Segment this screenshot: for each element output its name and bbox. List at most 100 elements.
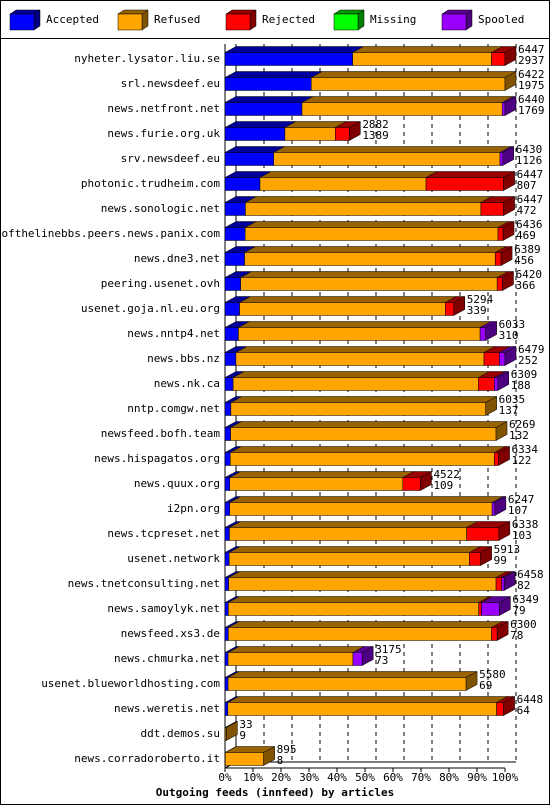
accepted-label: 310 — [499, 329, 519, 342]
bar-top — [229, 496, 504, 503]
bar-segment — [228, 596, 490, 616]
accepted-label: 132 — [509, 429, 529, 442]
bar-segment — [227, 671, 478, 691]
bar-front — [224, 627, 229, 641]
bar-front — [228, 602, 479, 616]
accepted-label: 109 — [433, 479, 453, 492]
bar-front — [352, 52, 492, 66]
legend-label: Spooled — [478, 13, 524, 26]
bar-front — [224, 302, 240, 316]
bar-front — [224, 427, 231, 441]
offered-label: 2882 — [362, 118, 389, 131]
bar-front — [480, 202, 504, 216]
bar-side — [498, 521, 511, 541]
accepted-label: 73 — [375, 654, 388, 667]
bar-side — [496, 621, 509, 641]
bar-front — [224, 402, 232, 416]
offered-label: 6300 — [510, 618, 537, 631]
bar-front — [224, 177, 261, 191]
bar-top — [224, 71, 323, 78]
bar-front — [244, 227, 499, 241]
legend-swatch — [333, 9, 365, 31]
category-label: nntp.comgw.net — [127, 402, 220, 415]
bar-segment — [480, 196, 515, 216]
bar-front — [501, 577, 505, 591]
category-label: nyheter.lysator.liu.se — [74, 52, 220, 65]
bar-front — [494, 452, 499, 466]
category-label: srv.newsdeef.eu — [121, 152, 220, 165]
category-label: news.netfront.net — [107, 102, 220, 115]
bar-front — [228, 552, 470, 566]
offered-label: 5294 — [467, 293, 494, 306]
bar-segment — [224, 96, 314, 116]
bar-front — [239, 302, 446, 316]
bar-top — [301, 96, 514, 103]
offered-label: 3175 — [375, 643, 402, 656]
bar-side — [480, 546, 492, 566]
bar-side — [361, 646, 374, 666]
bar-top — [245, 221, 510, 228]
bar-front — [402, 477, 421, 491]
bar-front — [491, 52, 506, 66]
bar-top — [227, 646, 365, 653]
accepted-label: 188 — [511, 379, 531, 392]
bar-side — [504, 96, 517, 116]
x-tick-label: 40% — [327, 771, 347, 784]
bar-front — [224, 352, 237, 366]
bar-front — [228, 627, 492, 641]
x-tick-label: 60% — [383, 771, 403, 784]
bar-segment — [301, 96, 514, 116]
accepted-label: 107 — [508, 504, 528, 517]
bar-segment — [483, 346, 511, 366]
accepted-label: 99 — [494, 554, 507, 567]
bar-front — [224, 252, 245, 266]
bar-front — [238, 327, 481, 341]
accepted-label: 78 — [510, 629, 523, 642]
bar-top — [229, 546, 481, 553]
bar-front — [335, 127, 350, 141]
bar-segment — [224, 46, 364, 66]
bar-segment — [273, 146, 512, 166]
bar-segment — [310, 71, 517, 91]
bar-front — [224, 527, 230, 541]
offered-label: 6436 — [516, 218, 543, 231]
bar-front — [228, 577, 497, 591]
category-label: news.tnetconsulting.net — [68, 577, 220, 590]
x-tick-label: 80% — [439, 771, 459, 784]
accepted-label: 64 — [517, 704, 531, 717]
bar-front — [232, 377, 479, 391]
accepted-label: 82 — [517, 579, 530, 592]
legend-swatch-front — [333, 13, 359, 31]
bar-side — [465, 671, 478, 691]
bar-side — [485, 396, 497, 416]
bar-top — [229, 521, 478, 528]
x-tick-label: 30% — [299, 771, 319, 784]
bar-top — [227, 696, 508, 703]
bar-segment — [245, 196, 493, 216]
bar-front — [425, 177, 504, 191]
category-label: news.furie.org.uk — [107, 127, 220, 140]
category-label: peering.usenet.ovh — [101, 277, 220, 290]
category-label: news.hispagatos.org — [94, 452, 220, 465]
bar-side — [263, 746, 275, 766]
x-tick-label: 90% — [467, 771, 487, 784]
category-label: news.corradoroberto.it — [74, 752, 220, 765]
accepted-label: 1126 — [516, 154, 543, 167]
bar-segment — [259, 171, 438, 191]
bar-front — [229, 527, 467, 541]
bar-top — [230, 421, 508, 428]
bar-front — [466, 527, 500, 541]
bar-side — [504, 46, 517, 66]
category-label: news.quux.org — [134, 477, 220, 490]
bar-front — [224, 702, 229, 716]
category-label: news.nk.ca — [154, 377, 220, 390]
x-tick-label: 0% — [218, 771, 232, 784]
bar-top — [224, 96, 314, 103]
accepted-label: 79 — [512, 604, 525, 617]
offered-label: 6269 — [509, 418, 536, 431]
bar-side — [503, 571, 516, 591]
bar-front — [235, 352, 485, 366]
bar-front — [229, 477, 404, 491]
offered-label: 6448 — [517, 693, 544, 706]
bar-side — [503, 696, 515, 716]
